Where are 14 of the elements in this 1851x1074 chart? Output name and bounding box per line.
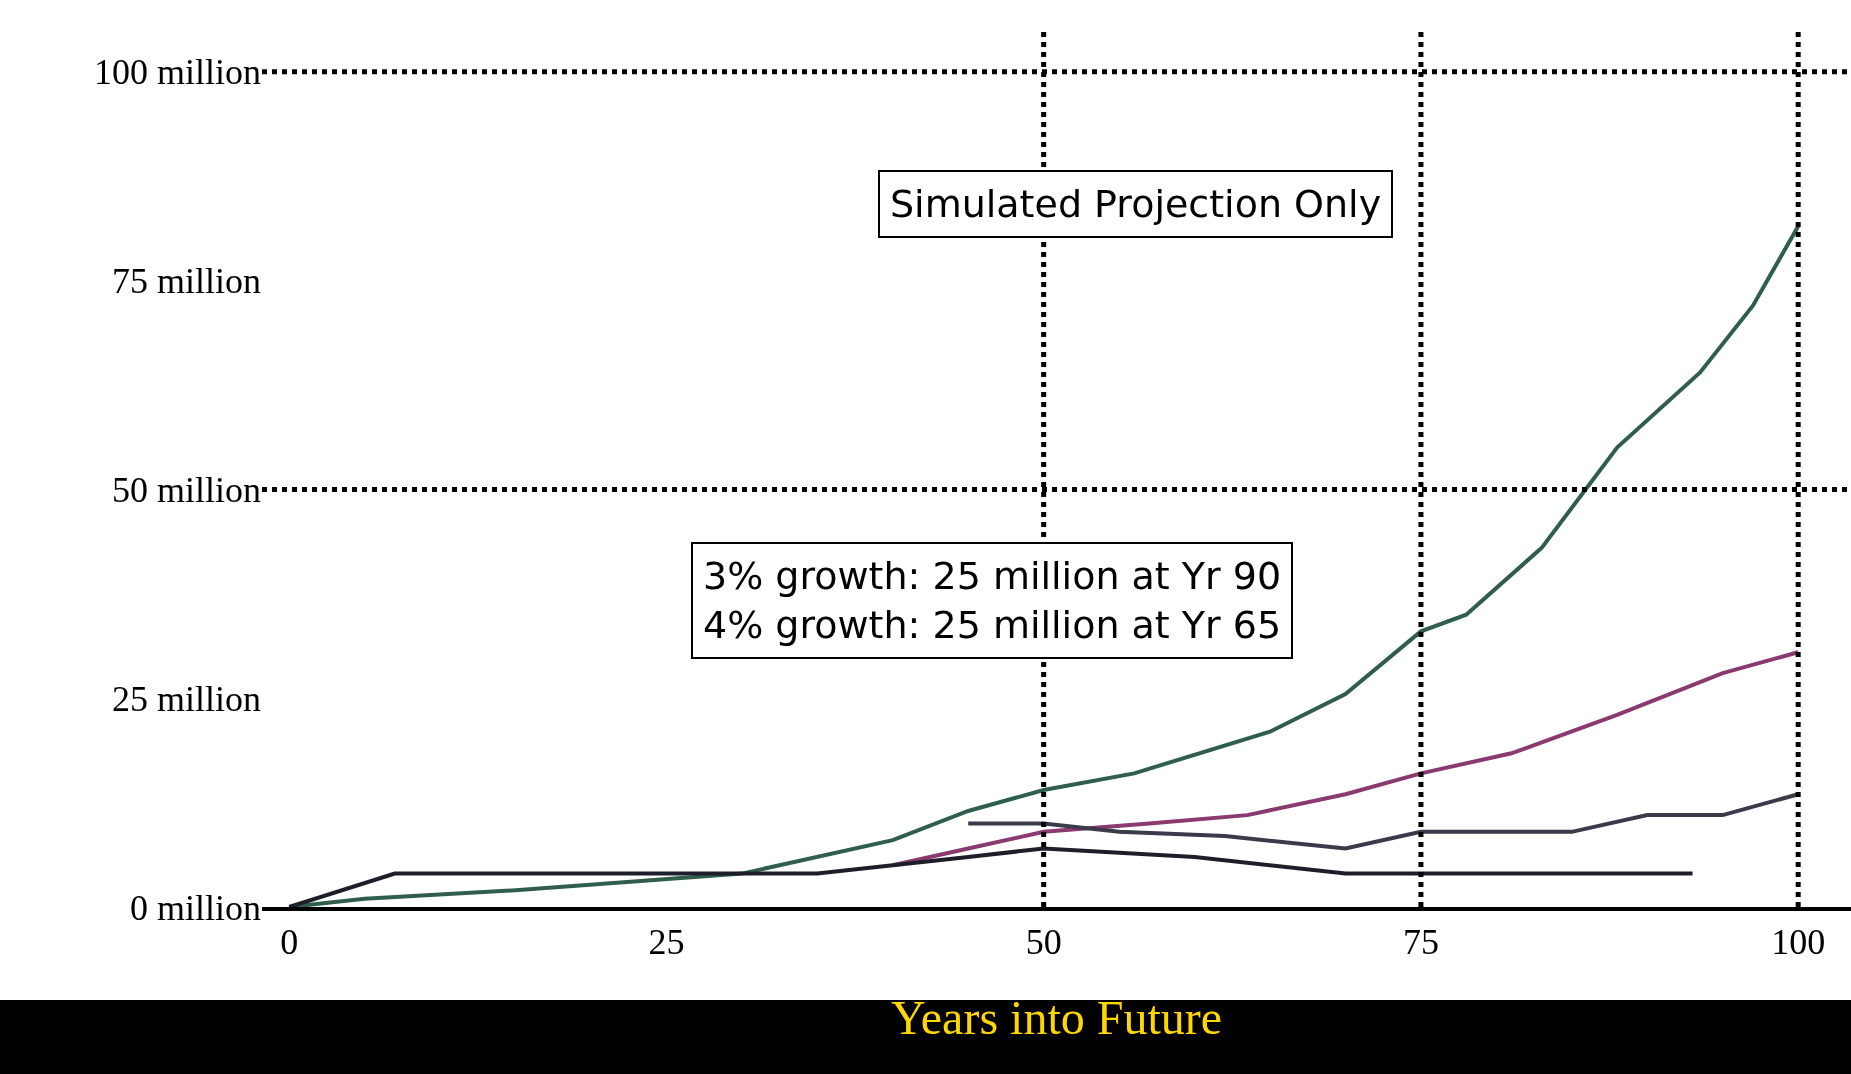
x-tick-label: 0	[280, 922, 299, 963]
y-tick-label: 100 million	[93, 52, 261, 93]
annotation: Simulated Projection Only	[890, 182, 1382, 226]
x-tick-label: 50	[1025, 922, 1062, 963]
y-tick-label: 25 million	[111, 678, 261, 719]
x-axis-title: Years into Future	[890, 990, 1223, 1044]
x-tick-label: 25	[648, 922, 685, 963]
line-series	[287, 846, 1695, 907]
y-tick-label: 50 million	[111, 469, 261, 510]
x-tick-label: 75	[1402, 922, 1439, 963]
x-tick-label: 100	[1771, 922, 1826, 963]
y-tick-label: 75 million	[111, 261, 261, 302]
annotation: 3% growth: 25 million at Yr 90 4% growth: 25 million at Yr 65	[703, 554, 1282, 648]
y-tick-label: 0 million	[129, 887, 261, 928]
